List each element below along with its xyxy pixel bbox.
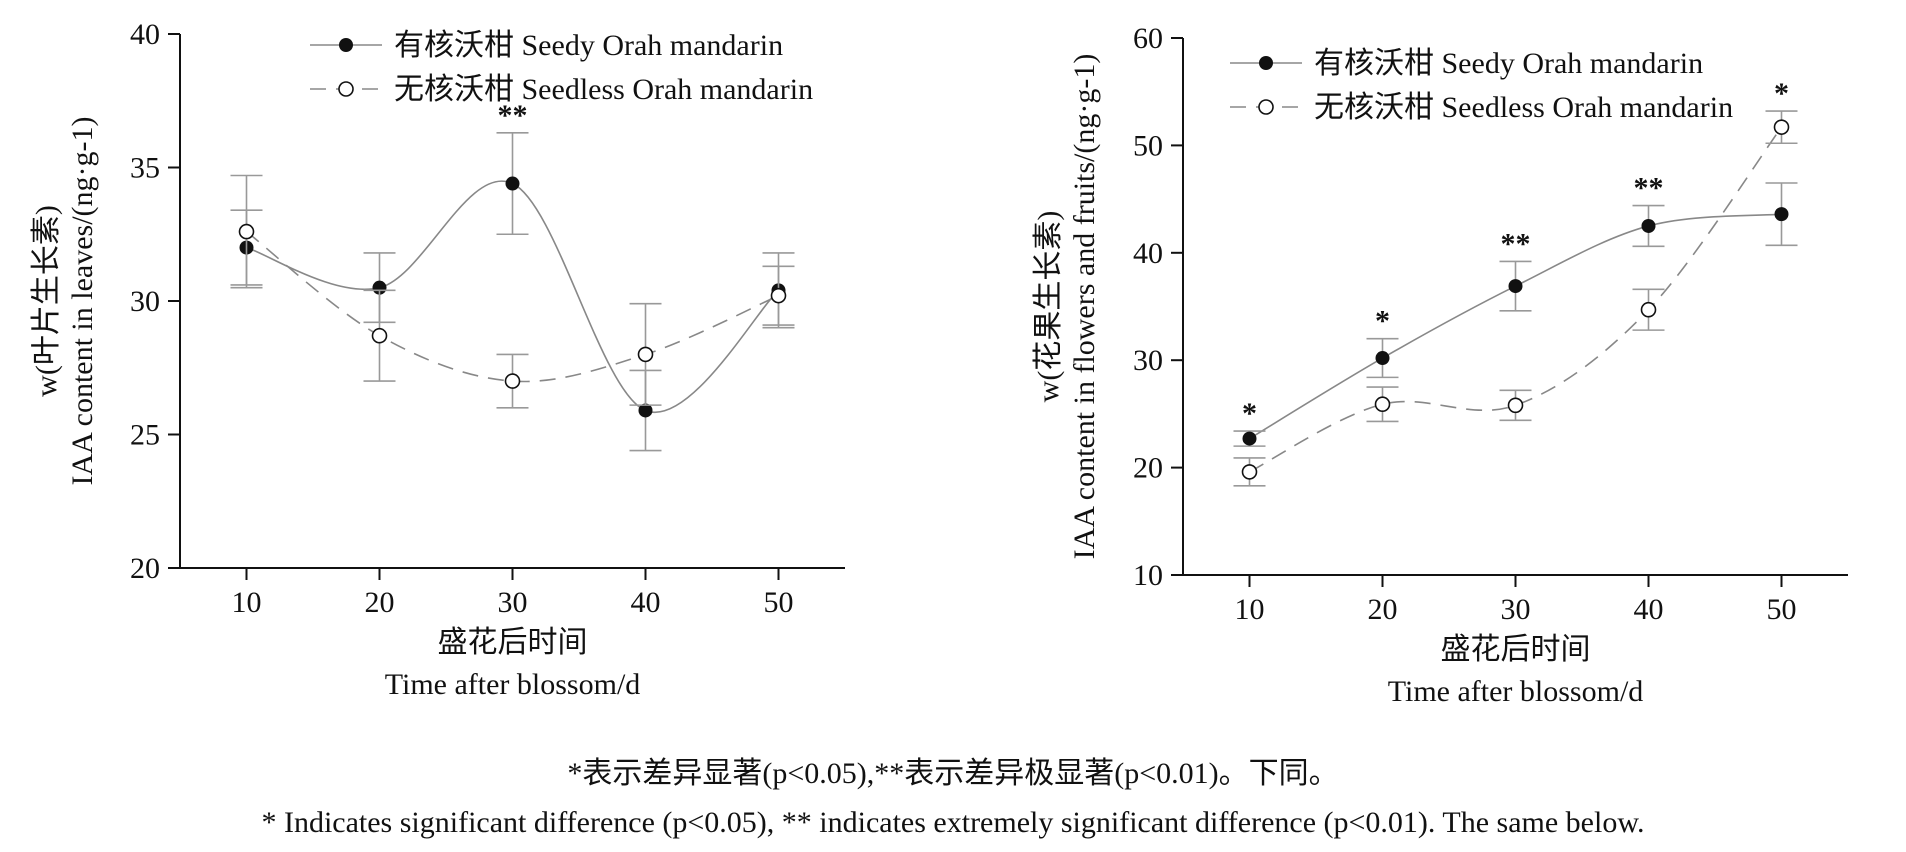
data-point-open xyxy=(637,346,654,363)
x-tick-label: 40 xyxy=(631,586,661,619)
legend-marker-open xyxy=(338,81,354,97)
legend: 有核沃柑 Seedy Orah mandarin 无核沃柑 Seedless Or… xyxy=(310,29,813,106)
data-point-open xyxy=(238,223,255,240)
series-seedy xyxy=(1233,182,1798,447)
data-point-open xyxy=(504,373,521,389)
significance-label: ** xyxy=(1501,227,1531,260)
significance-label: ** xyxy=(1634,172,1664,205)
x-tick-label: 20 xyxy=(1368,593,1398,626)
data-point-filled xyxy=(1508,279,1523,294)
legend-label: 有核沃柑 Seedy Orah mandarin xyxy=(1314,47,1703,80)
y-tick-label: 35 xyxy=(130,152,160,185)
data-point-filled xyxy=(1375,351,1390,366)
x-tick-label: 30 xyxy=(1501,593,1531,626)
y-tick-label: 25 xyxy=(130,419,160,452)
data-point-open xyxy=(770,287,787,304)
legend-label: 有核沃柑 Seedy Orah mandarin xyxy=(394,29,783,62)
data-point-open xyxy=(371,327,388,344)
significance-label: ** xyxy=(498,99,528,132)
series-line xyxy=(246,230,779,383)
x-tick-label: 10 xyxy=(1235,593,1265,626)
data-point-open xyxy=(1241,464,1258,480)
x-tick-label: 10 xyxy=(232,586,262,619)
data-point-open xyxy=(1773,119,1790,135)
x-axis-label-en: Time after blossom/d xyxy=(1388,675,1644,708)
data-point-open xyxy=(1507,397,1524,414)
series-seedless xyxy=(1233,110,1798,487)
y-axis-label-en: IAA content in leaves/(ng·g-1) xyxy=(66,116,99,485)
legend-marker-filled xyxy=(339,38,353,52)
data-point-open xyxy=(1374,396,1391,413)
x-tick-label: 50 xyxy=(764,586,794,619)
y-tick-label: 20 xyxy=(1133,452,1163,485)
caption-chinese: *表示差异显著(p<0.05),**表示差异极显著(p<0.01)。下同。 xyxy=(567,757,1339,790)
data-point-open xyxy=(1640,301,1657,318)
data-point-filled xyxy=(1774,207,1789,222)
x-tick-label: 30 xyxy=(498,586,528,619)
x-axis-label-en: Time after blossom/d xyxy=(385,668,641,701)
legend-marker-filled xyxy=(1259,56,1273,70)
y-tick-label: 40 xyxy=(130,18,160,51)
significance-label: * xyxy=(1242,397,1257,430)
x-axis-label-zh: 盛花后时间 xyxy=(1441,633,1591,666)
y-tick-label: 60 xyxy=(1133,22,1163,55)
y-tick-label: 30 xyxy=(130,285,160,318)
caption-english: * Indicates significant difference (p<0.… xyxy=(261,806,1645,839)
x-tick-label: 20 xyxy=(365,586,395,619)
x-axis-label-zh: 盛花后时间 xyxy=(438,626,588,659)
data-point-filled xyxy=(505,176,520,191)
y-axis-label-zh: w(叶片生长素) xyxy=(30,205,63,397)
y-tick-label: 10 xyxy=(1133,559,1163,592)
chart-2: 10 20 30 40 50 60 10 20 30 40 50 盛花后时间 Time after bl… xyxy=(1032,22,1848,708)
legend-marker-open xyxy=(1258,99,1274,115)
data-point-filled xyxy=(1641,218,1656,233)
legend-label: 无核沃柑 Seedless Orah mandarin xyxy=(394,73,813,106)
y-tick-label: 20 xyxy=(130,552,160,585)
data-point-filled xyxy=(372,280,387,295)
legend: 有核沃柑 Seedy Orah mandarin 无核沃柑 Seedless Or… xyxy=(1230,47,1733,124)
data-point-filled xyxy=(1242,431,1257,446)
series-line xyxy=(246,180,780,414)
x-tick-label: 50 xyxy=(1767,593,1797,626)
x-tick-label: 40 xyxy=(1634,593,1664,626)
y-axis-label-zh: w(花果生长素) xyxy=(1032,211,1065,403)
legend-label: 无核沃柑 Seedless Orah mandarin xyxy=(1314,91,1733,124)
y-axis-label-en: IAA content in flowers and fruits/(ng·g-… xyxy=(1068,54,1101,560)
y-tick-label: 40 xyxy=(1133,237,1163,270)
significance-label: * xyxy=(1375,305,1390,338)
series-seedless xyxy=(230,174,795,409)
y-tick-label: 30 xyxy=(1133,344,1163,377)
significance-label: * xyxy=(1774,77,1789,110)
y-tick-label: 50 xyxy=(1133,129,1163,162)
data-point-filled xyxy=(638,403,653,418)
chart-1: 20 25 30 35 40 10 20 30 40 50 盛花后时间 Time after blos… xyxy=(30,18,845,701)
